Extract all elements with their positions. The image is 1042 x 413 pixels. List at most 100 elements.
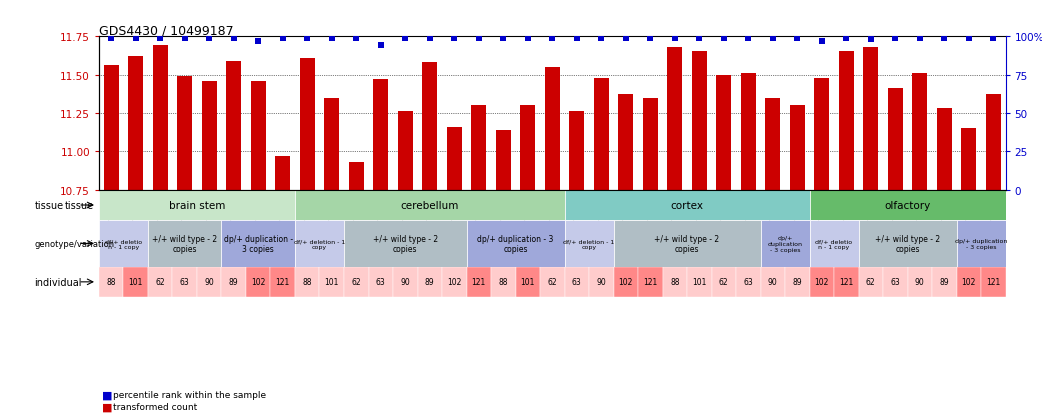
- Bar: [810, 190, 1006, 221]
- Text: 63: 63: [376, 278, 386, 287]
- Point: [421, 35, 438, 42]
- Bar: [614, 221, 761, 267]
- Bar: [834, 267, 859, 297]
- Bar: [324, 98, 339, 190]
- Bar: [447, 128, 462, 190]
- Point: [201, 35, 218, 42]
- Text: olfactory: olfactory: [885, 201, 931, 211]
- Bar: [736, 267, 761, 297]
- Point: [470, 35, 487, 42]
- Bar: [344, 221, 467, 267]
- Point: [299, 35, 316, 42]
- Text: 90: 90: [204, 278, 214, 287]
- Bar: [986, 95, 1000, 190]
- Text: df/+ deletio
n - 1 copy: df/+ deletio n - 1 copy: [105, 238, 142, 249]
- Text: 90: 90: [400, 278, 411, 287]
- Bar: [913, 74, 927, 190]
- Point: [765, 35, 782, 42]
- Text: 121: 121: [276, 278, 290, 287]
- Bar: [589, 267, 614, 297]
- Text: 62: 62: [547, 278, 557, 287]
- Bar: [741, 74, 755, 190]
- Bar: [569, 112, 585, 190]
- Bar: [275, 157, 290, 190]
- Bar: [565, 267, 589, 297]
- Text: transformed count: transformed count: [113, 402, 197, 411]
- Point: [961, 35, 977, 42]
- Bar: [177, 77, 192, 190]
- Bar: [638, 267, 663, 297]
- Text: 89: 89: [425, 278, 435, 287]
- Text: 89: 89: [940, 278, 949, 287]
- Bar: [565, 221, 614, 267]
- Point: [103, 35, 120, 42]
- Text: ■: ■: [102, 389, 113, 399]
- Text: 62: 62: [866, 278, 875, 287]
- Point: [127, 35, 144, 42]
- Point: [936, 35, 952, 42]
- Point: [397, 35, 414, 42]
- Bar: [614, 267, 638, 297]
- Text: 90: 90: [596, 278, 606, 287]
- Point: [152, 35, 169, 42]
- Bar: [124, 267, 148, 297]
- Point: [519, 35, 536, 42]
- Text: dp/+ duplication - 3
copies: dp/+ duplication - 3 copies: [477, 234, 553, 254]
- Bar: [888, 89, 902, 190]
- Bar: [810, 267, 834, 297]
- Bar: [785, 267, 810, 297]
- Bar: [222, 221, 295, 267]
- Bar: [349, 163, 364, 190]
- Bar: [712, 267, 736, 297]
- Bar: [246, 267, 271, 297]
- Point: [593, 35, 610, 42]
- Text: 102: 102: [447, 278, 462, 287]
- Bar: [99, 267, 124, 297]
- Bar: [981, 267, 1006, 297]
- Point: [887, 35, 903, 42]
- Bar: [128, 57, 143, 190]
- Bar: [393, 267, 418, 297]
- Bar: [883, 267, 908, 297]
- Bar: [687, 267, 712, 297]
- Bar: [173, 267, 197, 297]
- Text: 63: 63: [572, 278, 581, 287]
- Point: [863, 37, 879, 43]
- Bar: [251, 81, 266, 190]
- Bar: [300, 59, 315, 190]
- Text: df/+ deletion - 1
copy: df/+ deletion - 1 copy: [294, 238, 345, 249]
- Bar: [369, 267, 393, 297]
- Text: 62: 62: [719, 278, 728, 287]
- Bar: [398, 112, 413, 190]
- Bar: [859, 221, 957, 267]
- Bar: [491, 267, 516, 297]
- Bar: [467, 267, 491, 297]
- Bar: [761, 267, 785, 297]
- Text: df/+ deletio
n - 1 copy: df/+ deletio n - 1 copy: [816, 238, 852, 249]
- Text: 102: 102: [251, 278, 266, 287]
- Text: 63: 63: [743, 278, 753, 287]
- Text: brain stem: brain stem: [169, 201, 225, 211]
- Text: 89: 89: [793, 278, 802, 287]
- Point: [838, 35, 854, 42]
- Bar: [908, 267, 932, 297]
- Bar: [815, 78, 829, 190]
- Bar: [594, 78, 609, 190]
- Text: df/+ deletion - 1
copy: df/+ deletion - 1 copy: [564, 238, 615, 249]
- Bar: [766, 98, 780, 190]
- Text: GDS4430 / 10499187: GDS4430 / 10499187: [99, 24, 233, 37]
- Bar: [442, 267, 467, 297]
- Bar: [962, 129, 976, 190]
- Text: +/+ wild type - 2
copies: +/+ wild type - 2 copies: [875, 234, 940, 254]
- Bar: [516, 267, 540, 297]
- Text: 88: 88: [498, 278, 508, 287]
- Text: 62: 62: [351, 278, 362, 287]
- Point: [814, 38, 830, 45]
- Text: tissue: tissue: [34, 201, 64, 211]
- Bar: [202, 81, 217, 190]
- Bar: [271, 267, 295, 297]
- Text: tissue: tissue: [65, 201, 94, 211]
- Bar: [957, 267, 981, 297]
- Text: 90: 90: [768, 278, 777, 287]
- Bar: [717, 75, 731, 190]
